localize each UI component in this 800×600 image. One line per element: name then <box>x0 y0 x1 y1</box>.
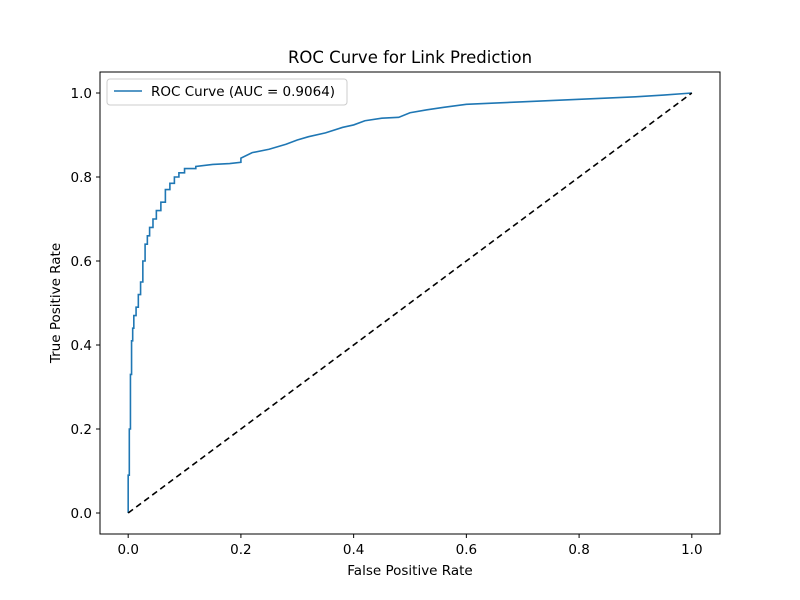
legend: ROC Curve (AUC = 0.9064) <box>106 78 348 106</box>
chance-diagonal-line <box>127 92 693 514</box>
x-tick-label: 0.0 <box>117 542 138 558</box>
y-axis-ticks: 0.0 0.2 0.4 0.6 0.8 1.0 <box>71 86 100 522</box>
series-layer <box>127 92 693 514</box>
chart-title: ROC Curve for Link Prediction <box>288 48 532 67</box>
roc-curve-line <box>127 92 692 513</box>
legend-box <box>106 78 348 106</box>
x-tick-label: 0.4 <box>343 542 364 558</box>
y-tick-label: 0.6 <box>71 254 92 270</box>
x-tick-label: 0.6 <box>456 542 477 558</box>
x-tick-label: 1.0 <box>681 542 702 558</box>
plot-frame <box>99 71 721 535</box>
legend-label-roc: ROC Curve (AUC = 0.9064) <box>151 84 335 100</box>
y-tick-label: 0.2 <box>71 422 92 438</box>
x-tick-label: 0.8 <box>568 542 589 558</box>
y-tick-label: 0.8 <box>71 170 92 186</box>
y-tick-label: 1.0 <box>71 86 92 102</box>
x-axis-ticks: 0.0 0.2 0.4 0.6 0.8 1.0 <box>117 534 703 558</box>
y-axis-label: True Positive Rate <box>48 243 64 364</box>
y-tick-label: 0.4 <box>71 338 92 354</box>
x-axis-label: False Positive Rate <box>347 563 472 579</box>
x-tick-label: 0.2 <box>230 542 251 558</box>
y-tick-label: 0.0 <box>71 506 92 522</box>
